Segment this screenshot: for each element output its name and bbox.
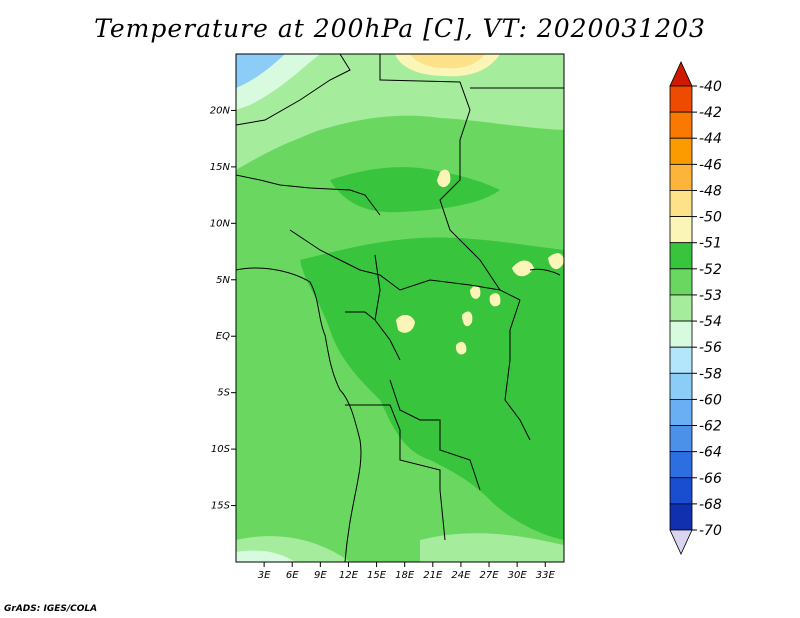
- colorbar-swatch: [669, 163, 693, 191]
- lat-tick-label: 20N: [210, 105, 231, 116]
- lon-tick-label: 9E: [314, 570, 327, 581]
- temperature-field: [236, 54, 564, 562]
- colorbar-bottom-arrow: [669, 529, 693, 555]
- colorbar-swatch: [669, 111, 693, 139]
- lat-tick-label: 5S: [217, 388, 230, 399]
- lon-tick-label: 33E: [536, 570, 556, 581]
- colorbar-label: -70: [699, 523, 722, 539]
- colorbar-swatch: [669, 477, 693, 505]
- lon-tick-label: 21E: [423, 570, 443, 581]
- colorbar-label: -54: [699, 314, 722, 330]
- colorbar-label: -53: [699, 288, 722, 304]
- colorbar-label: -64: [699, 445, 722, 461]
- colorbar-label: -51: [699, 236, 722, 252]
- colorbar-label: -66: [699, 471, 722, 487]
- colorbar-label: -62: [699, 419, 722, 435]
- colorbar-label: -44: [699, 131, 722, 147]
- colorbar-swatch: [669, 85, 693, 113]
- colorbar-swatch: [669, 268, 693, 296]
- lon-tick-label: 6E: [286, 570, 299, 581]
- lat-tick-label: 10N: [210, 218, 231, 229]
- lon-tick-label: 12E: [339, 570, 359, 581]
- lat-tick-label: 5N: [216, 275, 230, 286]
- lat-tick-label: 15N: [210, 162, 231, 173]
- colorbar-label: -58: [699, 366, 722, 382]
- colorbar-swatch: [669, 137, 693, 165]
- lat-tick-label: EQ: [216, 331, 230, 342]
- lon-tick-label: 3E: [258, 570, 271, 581]
- colorbar-swatch: [669, 346, 693, 374]
- colorbar-swatch: [669, 190, 693, 217]
- colorbar-top-arrow: [669, 61, 693, 87]
- colorbar: -40 -42 -44 -46 -48 -50 -51 -52 -53 -54 -56 -58 -60 -…: [669, 61, 722, 555]
- credit-label: GrADS: IGES/COLA: [4, 604, 98, 614]
- longitude-axis: 3E 6E 9E 12E 15E 18E 21E 24E 27E 30E 33E: [258, 562, 556, 581]
- colorbar-swatch: [669, 242, 693, 270]
- lon-tick-label: 24E: [451, 570, 471, 581]
- lon-tick-label: 30E: [508, 570, 528, 581]
- colorbar-label: -40: [699, 79, 722, 95]
- colorbar-label: -50: [699, 210, 722, 226]
- colorbar-swatch: [669, 216, 693, 244]
- colorbar-swatch: [669, 372, 693, 400]
- lon-tick-label: 27E: [480, 570, 500, 581]
- colorbar-swatch: [669, 451, 693, 479]
- lat-tick-label: 10S: [211, 444, 231, 455]
- colorbar-swatch: [669, 503, 693, 531]
- colorbar-label: -60: [699, 392, 722, 408]
- colorbar-label: -68: [699, 497, 722, 513]
- colorbar-swatch: [669, 425, 693, 453]
- boundaries: [236, 54, 564, 562]
- colorbar-label: -46: [699, 157, 722, 173]
- lon-tick-label: 18E: [395, 570, 415, 581]
- map-title: Temperature at 200hPa [C], VT: 202003120…: [94, 14, 706, 43]
- lon-tick-label: 15E: [367, 570, 387, 581]
- lat-tick-label: 15S: [211, 501, 231, 512]
- colorbar-swatch: [669, 294, 693, 322]
- colorbar-swatch: [669, 320, 693, 348]
- colorbar-label: -42: [699, 105, 722, 121]
- latitude-axis: 20N 15N 10N 5N EQ 5S 10S 15S: [210, 105, 236, 512]
- colorbar-swatch: [669, 399, 693, 426]
- colorbar-label: -48: [699, 183, 722, 199]
- colorbar-label: -56: [699, 340, 722, 356]
- colorbar-label: -52: [699, 262, 722, 278]
